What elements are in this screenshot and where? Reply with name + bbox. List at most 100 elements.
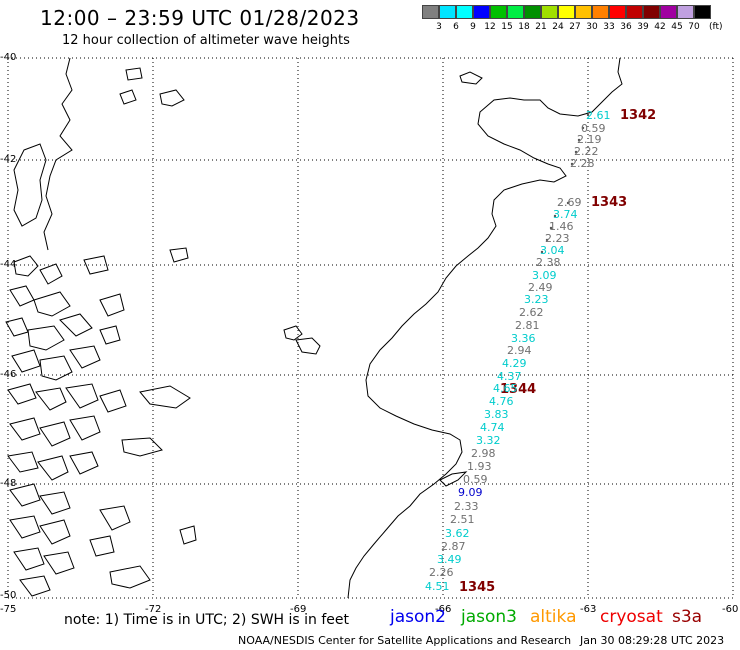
scale-label: 42 (654, 22, 666, 32)
swh-value: 2.33 (454, 500, 479, 513)
swh-value: 0.59 (463, 473, 488, 486)
lake (139, 385, 191, 409)
legend-altika: altika (530, 607, 577, 627)
scale-swatch (643, 5, 660, 19)
scale-label: 33 (603, 22, 615, 32)
lake (295, 337, 321, 355)
scale-swatch (694, 5, 711, 19)
lon-label: -60 (722, 604, 739, 615)
scale-label: 27 (569, 22, 581, 32)
scale-swatch (592, 5, 609, 19)
swh-value: 4.76 (489, 395, 514, 408)
lake (179, 525, 197, 545)
map-title: 12:00 – 23:59 UTC 01/28/2023 (40, 6, 360, 30)
lon-label: -66 (435, 604, 452, 615)
swh-value: 3.74 (553, 208, 578, 221)
swh-value: 2.61 (586, 109, 611, 122)
scale-swatch (439, 5, 456, 19)
pass-label: 1343 (591, 195, 628, 210)
lake (283, 325, 303, 341)
pass-label: 1345 (459, 580, 496, 595)
swh-value: 3.04 (540, 244, 565, 257)
scale-label: 3 (436, 22, 442, 32)
map-subtitle: 12 hour collection of altimeter wave hei… (62, 33, 350, 48)
swh-value: 4.37 (497, 370, 522, 383)
legend-s3a: s3a (672, 607, 703, 627)
western-coastline (43, 57, 73, 251)
swh-value: 2.94 (507, 344, 532, 357)
swh-value: 2.98 (471, 447, 496, 460)
scale-label: 15 (501, 22, 513, 32)
lon-label: -75 (0, 604, 17, 615)
swh-value: 2.19 (577, 133, 602, 146)
swh-value: 2.38 (536, 256, 561, 269)
scale-label: 24 (552, 22, 564, 32)
lon-label: -63 (580, 604, 597, 615)
scale-swatch (490, 5, 507, 19)
scale-swatch (558, 5, 575, 19)
swh-value: 2.22 (574, 145, 599, 158)
swh-value: 2.51 (450, 513, 475, 526)
swh-value: 3.32 (476, 434, 501, 447)
swh-value: 2.69 (557, 196, 582, 209)
scale-label: 21 (535, 22, 547, 32)
scale-swatch (677, 5, 694, 19)
scale-swatch (626, 5, 643, 19)
swh-value: 0.59 (581, 122, 606, 135)
scale-unit: (ft) (709, 22, 723, 32)
lake (119, 89, 137, 105)
swh-value: 4.74 (480, 421, 505, 434)
swh-value: 4.51 (425, 580, 450, 593)
scale-swatch (507, 5, 524, 19)
lat-label: -44 (0, 259, 17, 270)
swh-value: 3.49 (437, 553, 462, 566)
lake (121, 437, 163, 457)
swh-value: 3.62 (445, 527, 470, 540)
lake (159, 89, 185, 107)
swh-value: 2.87 (441, 540, 466, 553)
credit-line: NOAA/NESDIS Center for Satellite Applica… (238, 634, 572, 647)
scale-swatch (660, 5, 677, 19)
lake (109, 565, 151, 589)
pass-label: 1342 (620, 108, 657, 123)
timestamp: Jan 30 08:29:28 UTC 2023 (580, 634, 725, 647)
scale-label: 9 (470, 22, 476, 32)
swh-value: 2.23 (545, 232, 570, 245)
scale-swatch (422, 5, 439, 19)
scale-swatch (575, 5, 592, 19)
lat-lon-grid (7, 57, 734, 599)
lon-label: -72 (145, 604, 162, 615)
swh-value: 2.28 (570, 157, 595, 170)
scale-label: 6 (453, 22, 459, 32)
scale-label: 36 (620, 22, 632, 32)
chiloe-island (13, 143, 47, 227)
lat-label: -48 (0, 478, 17, 489)
swh-value: 2.62 (519, 306, 544, 319)
scale-swatch (473, 5, 490, 19)
swh-value: 3.09 (532, 269, 557, 282)
swh-value: 1.93 (467, 460, 492, 473)
lon-label: -69 (290, 604, 307, 615)
lat-label: -46 (0, 369, 17, 380)
pass-label: 1344 (500, 382, 537, 397)
swh-value: 3.36 (511, 332, 536, 345)
lake (169, 247, 189, 263)
swh-value: 2.81 (515, 319, 540, 332)
scale-swatch (524, 5, 541, 19)
swh-value: 3.23 (524, 293, 549, 306)
peninsula (459, 71, 483, 85)
lake (125, 67, 143, 81)
scale-label: 18 (518, 22, 530, 32)
scale-swatch (609, 5, 626, 19)
swh-value: 9.09 (458, 486, 483, 499)
swh-value: 4.29 (502, 357, 527, 370)
swh-value: 4.65 (493, 382, 518, 395)
lat-label: -40 (0, 52, 17, 63)
legend-cryosat: cryosat (600, 607, 663, 627)
estuary (439, 471, 468, 487)
scale-label: 45 (671, 22, 683, 32)
scale-label: 12 (484, 22, 496, 32)
altimeter-track-points (540, 113, 590, 254)
fjord-islands (5, 255, 131, 597)
